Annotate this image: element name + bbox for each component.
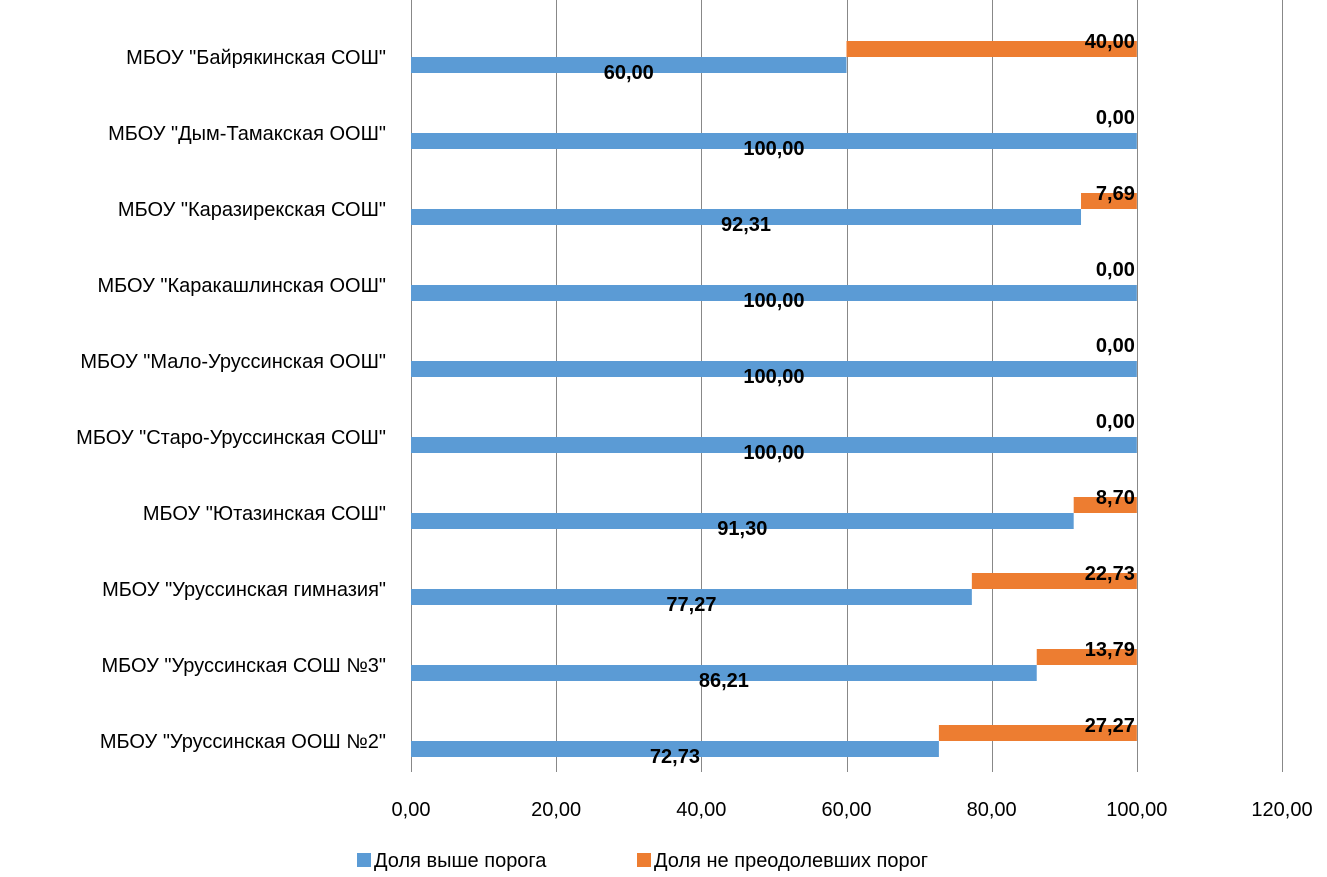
bar-above-threshold xyxy=(411,209,1082,225)
legend: Доля выше порога Доля не преодолевших пор… xyxy=(357,850,928,872)
category-label: МБОУ "Каракашлинская ООШ" xyxy=(97,275,386,297)
data-label-above-threshold: 91,30 xyxy=(717,518,767,540)
bar-below-threshold xyxy=(1073,497,1137,513)
data-label-below-threshold: 22,73 xyxy=(1085,563,1135,585)
bar-above-threshold xyxy=(411,741,939,757)
bar-below-threshold xyxy=(846,41,1137,57)
bar-above-threshold xyxy=(411,57,847,73)
data-label-above-threshold: 100,00 xyxy=(743,442,804,464)
category-label: МБОУ "Уруссинская СОШ №3" xyxy=(101,655,386,677)
data-label-above-threshold: 100,00 xyxy=(743,366,804,388)
legend-item-below-threshold: Доля не преодолевших порог xyxy=(637,850,928,872)
bar-above-threshold xyxy=(411,665,1037,681)
data-label-above-threshold: 92,31 xyxy=(721,214,771,236)
bar-below-threshold xyxy=(971,573,1137,589)
bar-above-threshold xyxy=(411,285,1137,301)
data-label-below-threshold: 8,70 xyxy=(1096,487,1135,509)
category-label: МБОУ "Уруссинская ООШ №2" xyxy=(100,731,386,753)
bar-above-threshold xyxy=(411,513,1074,529)
x-axis-tick-labels: 0,00 20,00 40,00 60,00 80,00 100,00 120,00 xyxy=(392,799,1313,821)
category-labels: МБОУ "Байрякинская СОШ" МБОУ "Дым-Тамакск… xyxy=(76,47,386,753)
bar-above-threshold xyxy=(411,437,1137,453)
legend-swatch xyxy=(637,853,651,867)
bar-below-threshold xyxy=(1081,193,1137,209)
bar-below-threshold xyxy=(938,725,1137,741)
data-label-above-threshold: 60,00 xyxy=(604,62,654,84)
data-label-below-threshold: 0,00 xyxy=(1096,411,1135,433)
category-label: МБОУ "Мало-Уруссинская ООШ" xyxy=(80,351,386,373)
data-label-below-threshold: 40,00 xyxy=(1085,31,1135,53)
data-label-below-threshold: 0,00 xyxy=(1096,335,1135,357)
legend-label: Доля не преодолевших порог xyxy=(654,850,928,872)
category-label: МБОУ "Уруссинская гимназия" xyxy=(102,579,386,601)
x-tick-label: 80,00 xyxy=(967,799,1017,821)
data-label-below-threshold: 13,79 xyxy=(1085,639,1135,661)
bar-above-threshold xyxy=(411,589,972,605)
data-label-above-threshold: 77,27 xyxy=(666,594,716,616)
data-label-above-threshold: 100,00 xyxy=(743,290,804,312)
x-tick-label: 40,00 xyxy=(676,799,726,821)
bar-below-threshold xyxy=(1036,649,1137,665)
bar-above-threshold xyxy=(411,133,1137,149)
data-label-above-threshold: 86,21 xyxy=(699,670,749,692)
gridlines xyxy=(411,0,1283,772)
x-tick-label: 60,00 xyxy=(821,799,871,821)
category-label: МБОУ "Дым-Тамакская ООШ" xyxy=(108,123,386,145)
data-label-below-threshold: 27,27 xyxy=(1085,715,1135,737)
bar-above-threshold xyxy=(411,361,1137,377)
data-label-below-threshold: 0,00 xyxy=(1096,259,1135,281)
x-tick-label: 100,00 xyxy=(1106,799,1167,821)
x-tick-label: 0,00 xyxy=(392,799,431,821)
category-label: МБОУ "Каразирекская СОШ" xyxy=(118,199,386,221)
category-label: МБОУ "Старо-Уруссинская СОШ" xyxy=(76,427,386,449)
data-labels: 60,00 40,00 100,00 0,00 92,31 7,69 100,00 0,00 1… xyxy=(604,31,1135,768)
legend-item-above-threshold: Доля выше порога xyxy=(357,850,547,872)
legend-label: Доля выше порога xyxy=(374,850,547,872)
data-label-below-threshold: 7,69 xyxy=(1096,183,1135,205)
data-label-above-threshold: 72,73 xyxy=(650,746,700,768)
data-label-below-threshold: 0,00 xyxy=(1096,107,1135,129)
x-tick-label: 120,00 xyxy=(1251,799,1312,821)
x-tick-label: 20,00 xyxy=(531,799,581,821)
bars xyxy=(411,41,1137,757)
category-label: МБОУ "Ютазинская СОШ" xyxy=(143,503,386,525)
data-label-above-threshold: 100,00 xyxy=(743,138,804,160)
category-label: МБОУ "Байрякинская СОШ" xyxy=(126,47,386,69)
legend-swatch xyxy=(357,853,371,867)
